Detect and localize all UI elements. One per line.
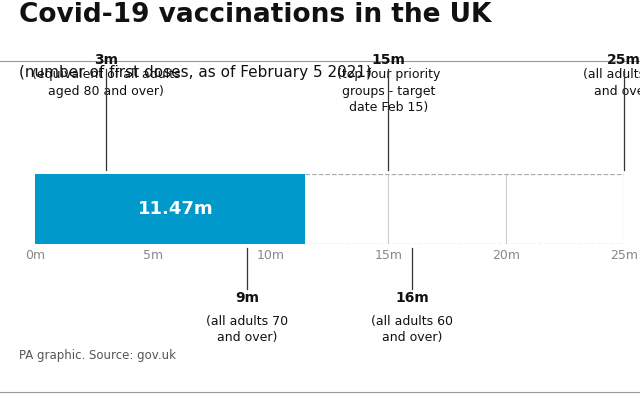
Text: (top four priority
groups - target
date Feb 15): (top four priority groups - target date … <box>337 68 440 114</box>
Text: 3m: 3m <box>94 53 118 67</box>
Text: (all adults 50
and over): (all adults 50 and over) <box>583 68 640 97</box>
Text: PA graphic. Source: gov.uk: PA graphic. Source: gov.uk <box>19 349 176 362</box>
Text: 25m: 25m <box>607 53 640 67</box>
Text: 15m: 15m <box>372 53 405 67</box>
Text: (equivalent of all adults
aged 80 and over): (equivalent of all adults aged 80 and ov… <box>31 68 180 97</box>
Text: (number of first doses, as of February 5 2021): (number of first doses, as of February 5… <box>19 65 372 80</box>
Text: Covid-19 vaccinations in the UK: Covid-19 vaccinations in the UK <box>19 2 492 28</box>
Text: 16m: 16m <box>395 291 429 305</box>
Text: (all adults 70
and over): (all adults 70 and over) <box>206 315 288 344</box>
Text: 9m: 9m <box>235 291 259 305</box>
Bar <box>35 174 305 244</box>
Text: (all adults 60
and over): (all adults 60 and over) <box>371 315 453 344</box>
Text: 11.47m: 11.47m <box>138 200 214 218</box>
